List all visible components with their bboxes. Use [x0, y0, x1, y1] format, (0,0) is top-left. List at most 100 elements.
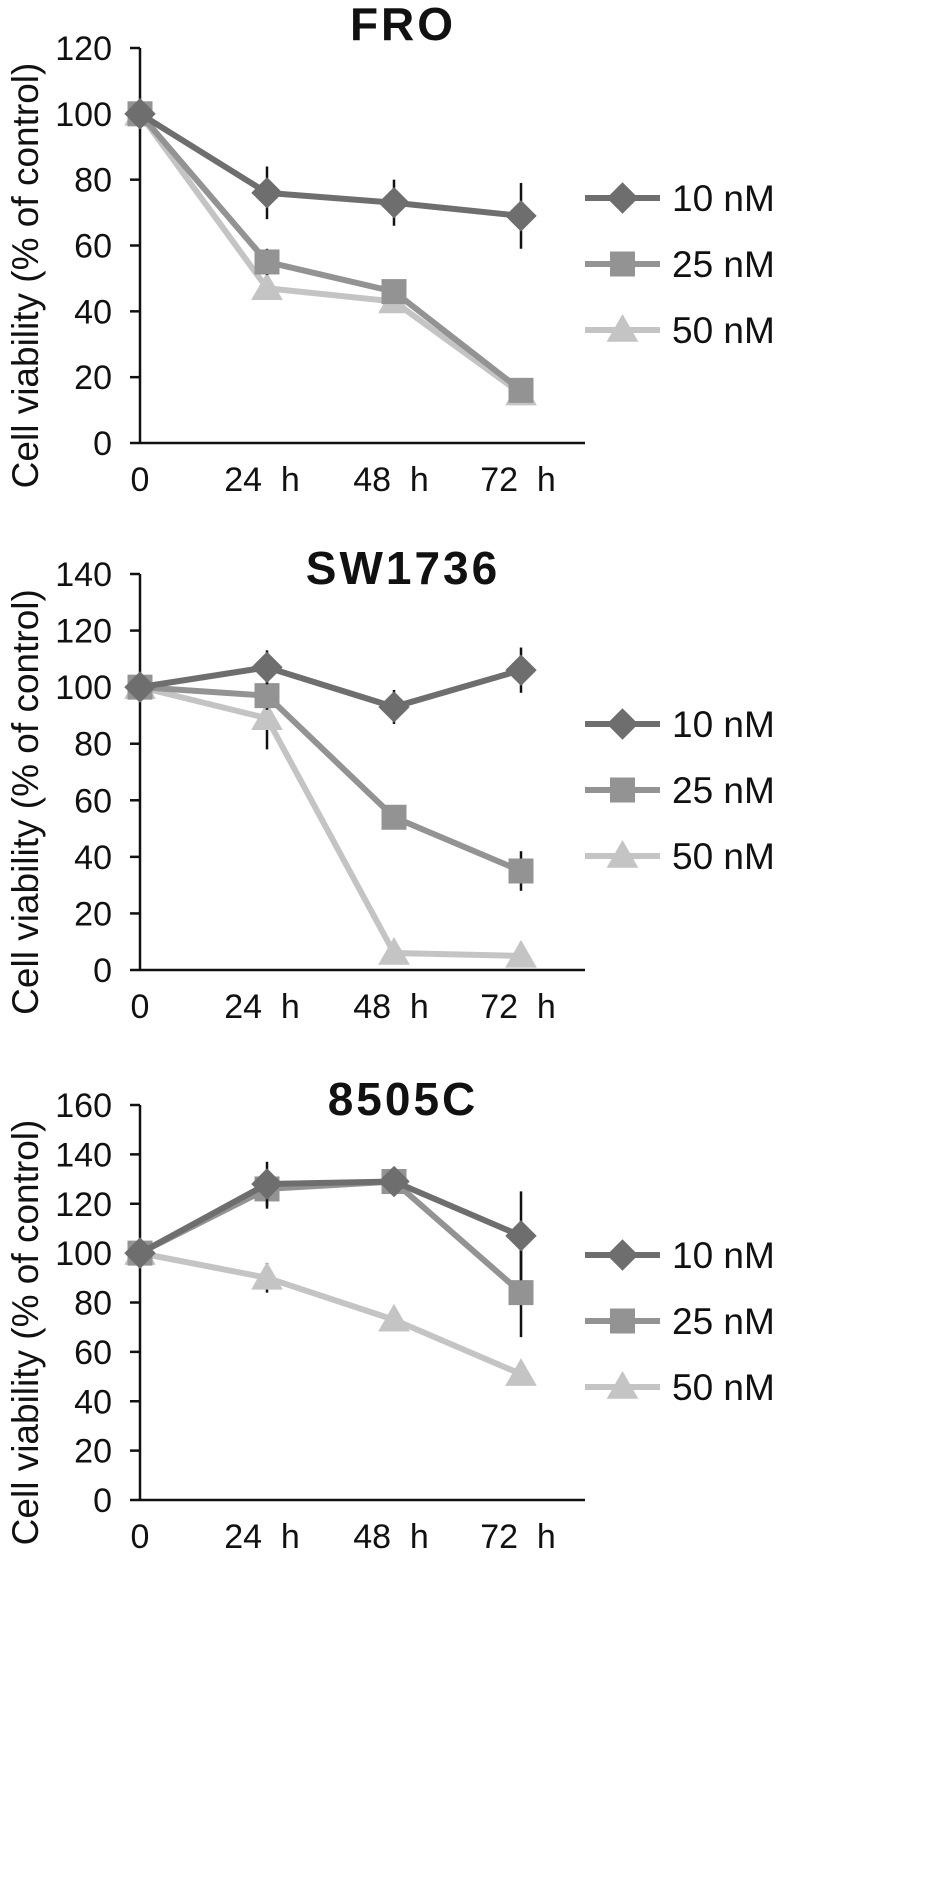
- y-tick-label: 40: [74, 293, 112, 331]
- legend-label: 10 nM: [672, 704, 775, 745]
- legend-item-50-nm: 50 nM: [585, 310, 775, 351]
- y-tick-label: 20: [74, 359, 112, 397]
- series-line: [139, 664, 522, 710]
- y-tick-label: 120: [55, 613, 112, 651]
- data-point: [381, 279, 407, 305]
- y-tick-label: 140: [55, 1136, 112, 1174]
- data-point: [251, 177, 283, 209]
- legend-marker: [610, 1308, 635, 1334]
- series-10-nm: [124, 98, 537, 249]
- y-tick-label: 20: [74, 895, 112, 933]
- data-point: [254, 249, 280, 275]
- series-line: [139, 1250, 523, 1377]
- y-tick-label: 80: [74, 726, 112, 764]
- legend-marker: [606, 182, 639, 214]
- legend-label: 25 nM: [672, 1301, 775, 1342]
- legend-item-50-nm: 50 nM: [585, 1367, 775, 1408]
- chart-title: 8505C: [328, 1073, 479, 1125]
- legend-marker: [606, 313, 639, 342]
- data-point: [378, 691, 410, 723]
- x-tick-label: 0: [131, 1518, 150, 1556]
- y-tick-label: 60: [74, 782, 112, 820]
- x-tick-label: 0: [131, 988, 150, 1026]
- data-point: [505, 1220, 537, 1252]
- data-point: [378, 1303, 410, 1332]
- legend-label: 25 nM: [672, 244, 775, 285]
- legend-label: 50 nM: [672, 836, 775, 877]
- y-axis-label: Cell viability (% of control): [5, 1120, 46, 1546]
- legend-marker: [606, 1370, 639, 1399]
- x-tick-label: 48 h: [353, 461, 429, 499]
- x-tick-label: 48 h: [353, 988, 429, 1026]
- legend-item-25-nm: 25 nM: [585, 770, 775, 811]
- data-point: [251, 1261, 283, 1290]
- legend-item-50-nm: 50 nM: [585, 836, 775, 877]
- series-25-nm: [127, 674, 534, 891]
- x-tick-label: 24 h: [224, 461, 300, 499]
- y-tick-label: 100: [55, 1235, 112, 1273]
- legend-marker: [606, 839, 639, 868]
- legend-item-10-nm: 10 nM: [585, 704, 775, 745]
- chart-panel-3: 8505C Cell viability (% of control) 0 20 40 6…: [5, 1073, 775, 1556]
- legend-marker: [606, 708, 639, 740]
- legend-marker: [610, 777, 635, 803]
- series-10-nm: [124, 647, 537, 724]
- series-line: [138, 1178, 523, 1295]
- y-tick-label: 80: [74, 162, 112, 200]
- y-tick-label: 60: [74, 228, 112, 266]
- x-tick-label: 72 h: [480, 988, 556, 1026]
- data-point: [251, 1168, 283, 1200]
- data-point: [251, 651, 283, 684]
- x-tick-label: 48 h: [353, 1518, 429, 1556]
- y-tick-label: 0: [93, 952, 112, 990]
- legend-marker: [610, 251, 635, 277]
- series-line: [138, 1178, 523, 1256]
- data-point: [124, 98, 156, 130]
- legend-marker: [606, 1239, 639, 1271]
- y-tick-label: 40: [74, 839, 112, 877]
- y-tick-label: 120: [55, 1186, 112, 1224]
- legend-item-10-nm: 10 nM: [585, 178, 775, 219]
- data-point: [124, 671, 156, 703]
- data-point: [505, 1358, 537, 1386]
- y-tick-label: 140: [55, 556, 112, 594]
- chart-panel-1: FRO Cell viability (% of control) 0 20 40 60 8…: [5, 0, 775, 499]
- legend-label: 50 nM: [672, 1367, 775, 1408]
- y-axis-label: Cell viability (% of control): [5, 589, 46, 1015]
- series-line: [138, 111, 522, 219]
- y-tick-label: 80: [74, 1285, 112, 1323]
- data-point: [378, 1165, 410, 1198]
- data-point: [254, 683, 280, 709]
- data-point: [505, 200, 537, 232]
- y-tick-label: 120: [55, 30, 112, 68]
- data-point: [505, 939, 537, 968]
- series-line: [139, 684, 522, 959]
- chart-title: FRO: [350, 0, 456, 50]
- data-point: [508, 1280, 534, 1306]
- x-tick-label: 0: [131, 461, 150, 499]
- x-tick-label: 24 h: [224, 988, 300, 1026]
- legend-item-10-nm: 10 nM: [585, 1235, 775, 1276]
- chart-title: SW1736: [306, 542, 500, 594]
- series-line: [137, 112, 523, 397]
- series-50-nm: [124, 671, 537, 968]
- x-tick-label: 24 h: [224, 1518, 300, 1556]
- chart-panel-2: SW1736 Cell viability (% of control) 0 20 40…: [5, 542, 775, 1026]
- data-point: [505, 654, 537, 686]
- y-tick-label: 100: [55, 669, 112, 707]
- data-point: [124, 1237, 156, 1269]
- data-point: [381, 804, 407, 830]
- data-point: [251, 702, 283, 731]
- series-line: [139, 684, 523, 874]
- series-50-nm: [124, 1237, 537, 1386]
- series-25-nm: [127, 1169, 534, 1338]
- y-axis-label: Cell viability (% of control): [5, 63, 46, 489]
- y-tick-label: 0: [93, 425, 112, 463]
- legend-item-25-nm: 25 nM: [585, 244, 775, 285]
- series-line: [137, 111, 523, 393]
- legend-label: 10 nM: [672, 178, 775, 219]
- data-point: [378, 187, 410, 219]
- data-point: [251, 272, 283, 301]
